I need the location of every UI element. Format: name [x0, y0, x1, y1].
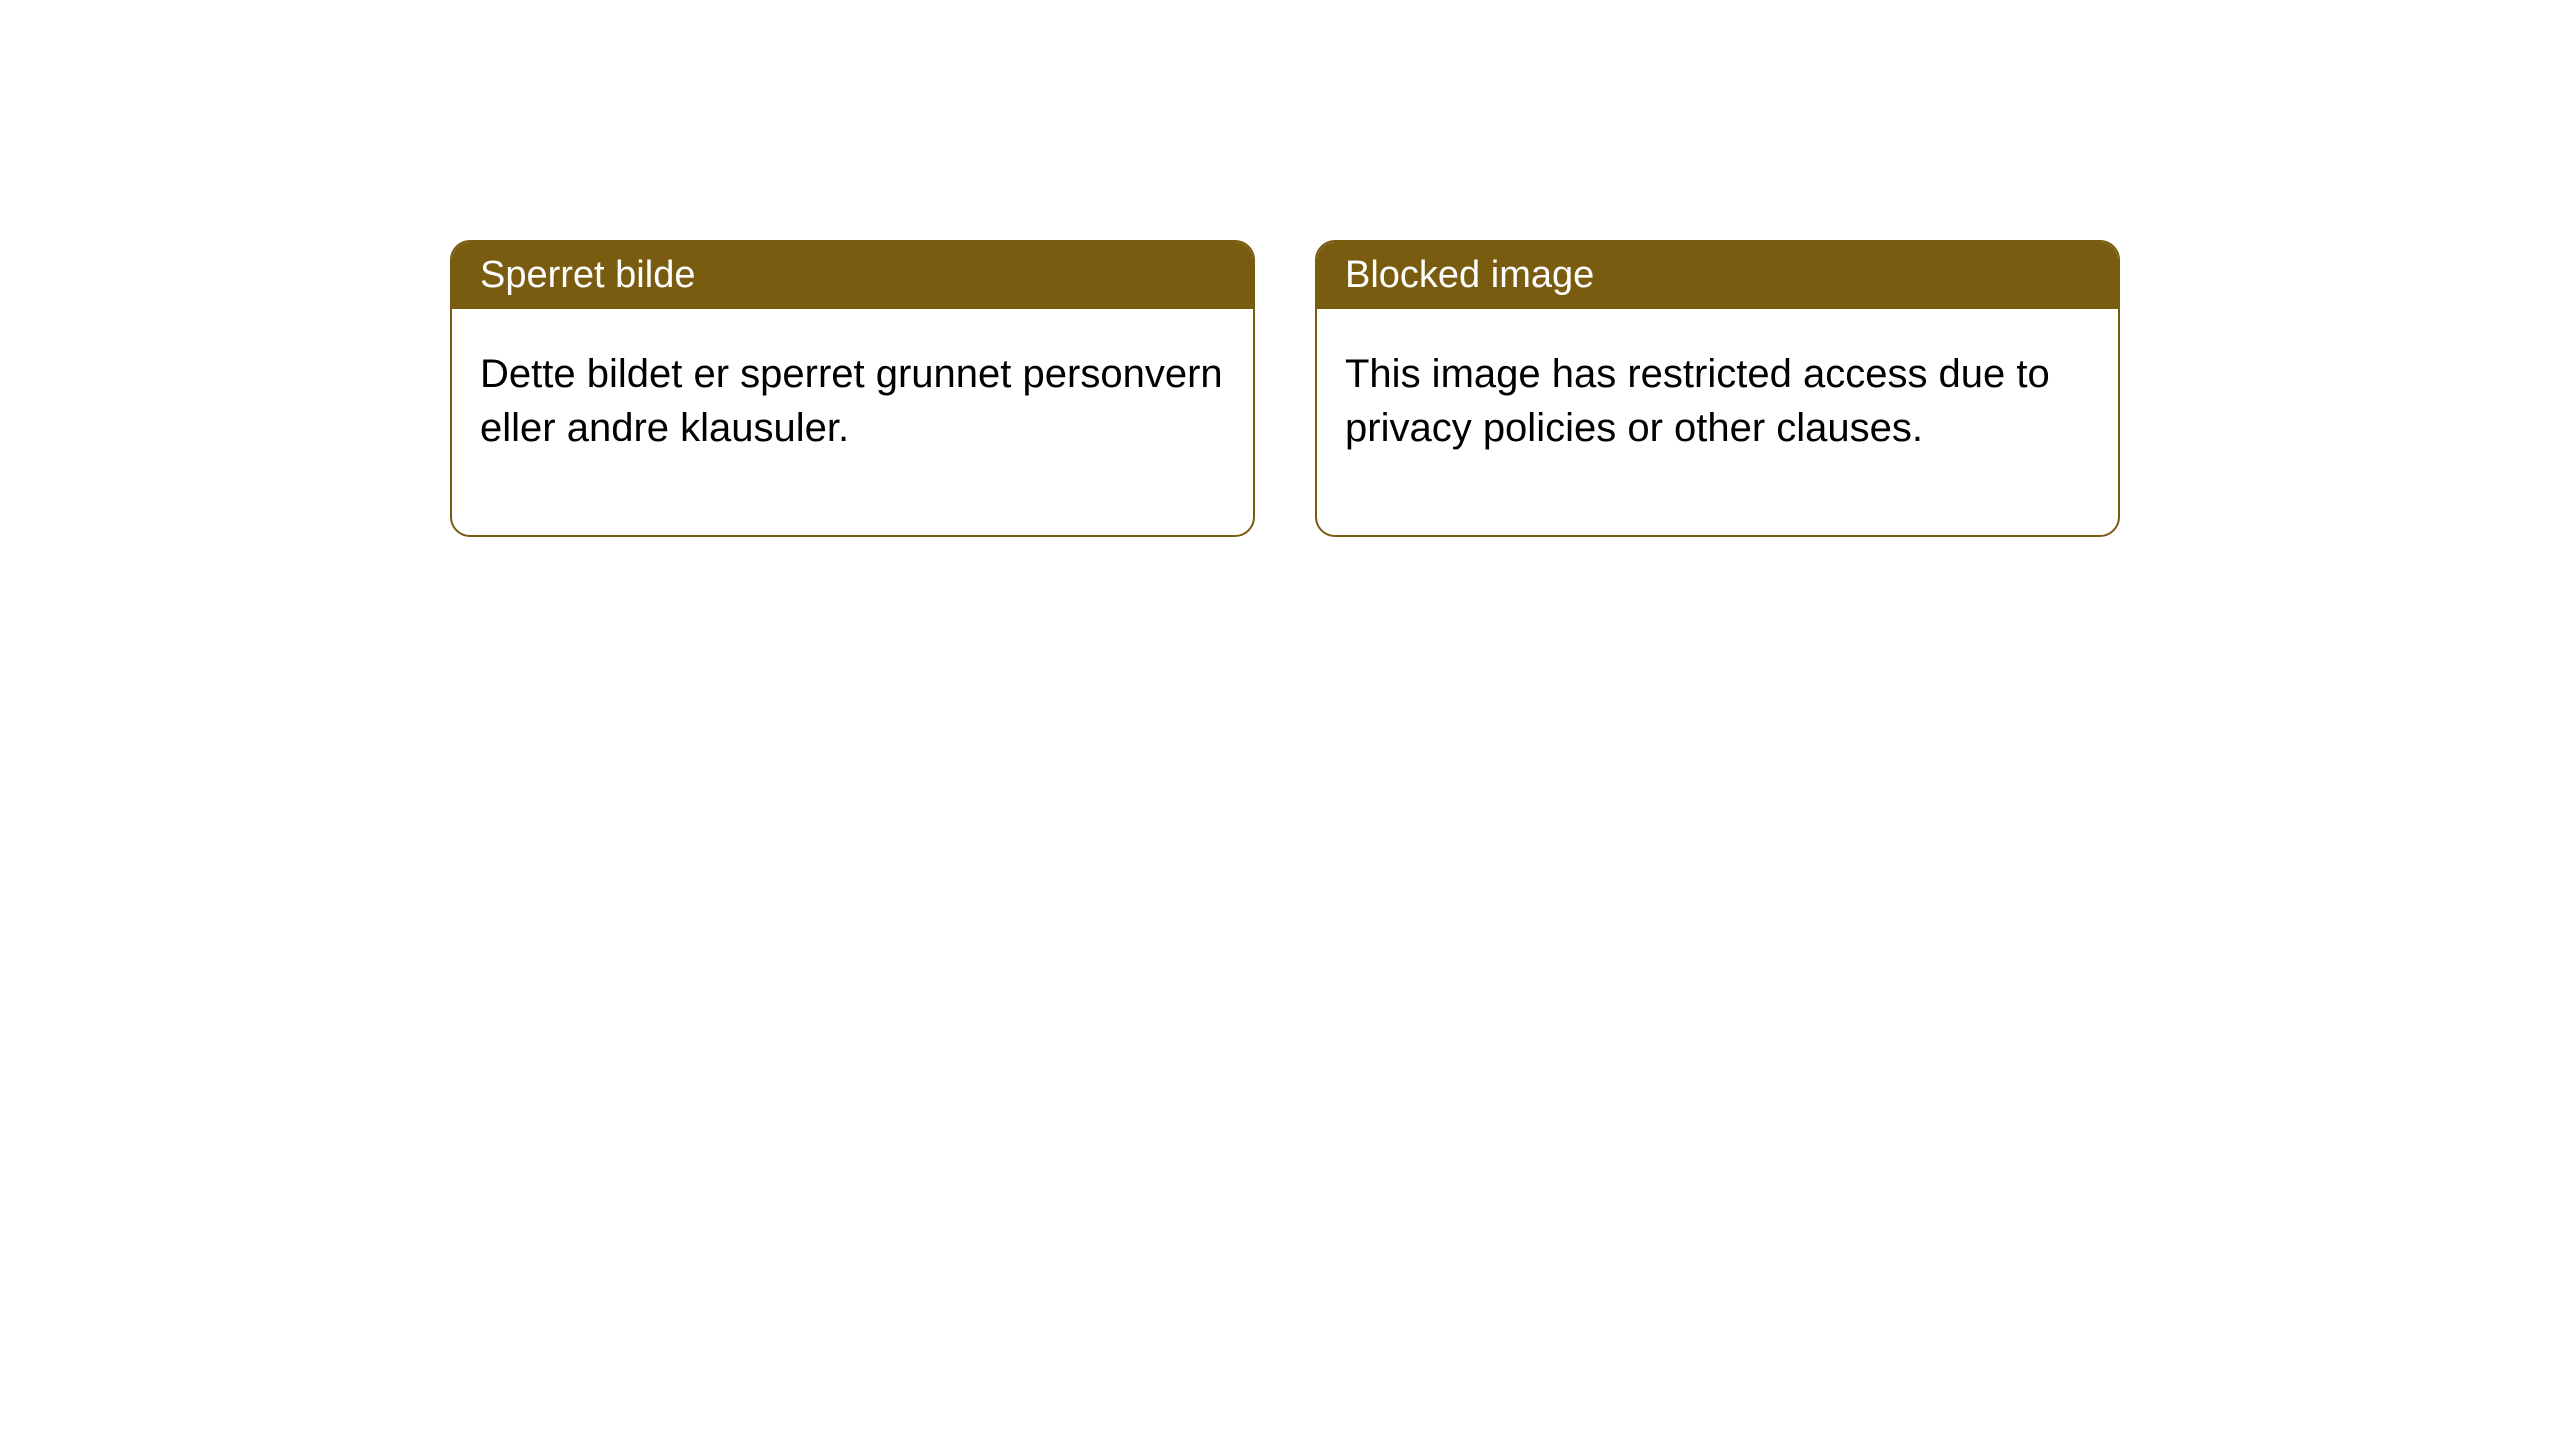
notice-body-text: Dette bildet er sperret grunnet personve…: [480, 352, 1223, 450]
notice-title: Sperret bilde: [480, 254, 695, 296]
notice-body: Dette bildet er sperret grunnet personve…: [452, 309, 1253, 535]
notice-body: This image has restricted access due to …: [1317, 309, 2118, 535]
notice-title: Blocked image: [1345, 254, 1594, 296]
notice-header: Sperret bilde: [452, 242, 1253, 309]
notice-card-norwegian: Sperret bilde Dette bildet er sperret gr…: [450, 240, 1255, 537]
notice-header: Blocked image: [1317, 242, 2118, 309]
notice-container: Sperret bilde Dette bildet er sperret gr…: [450, 240, 2120, 537]
notice-card-english: Blocked image This image has restricted …: [1315, 240, 2120, 537]
notice-body-text: This image has restricted access due to …: [1345, 352, 2050, 450]
